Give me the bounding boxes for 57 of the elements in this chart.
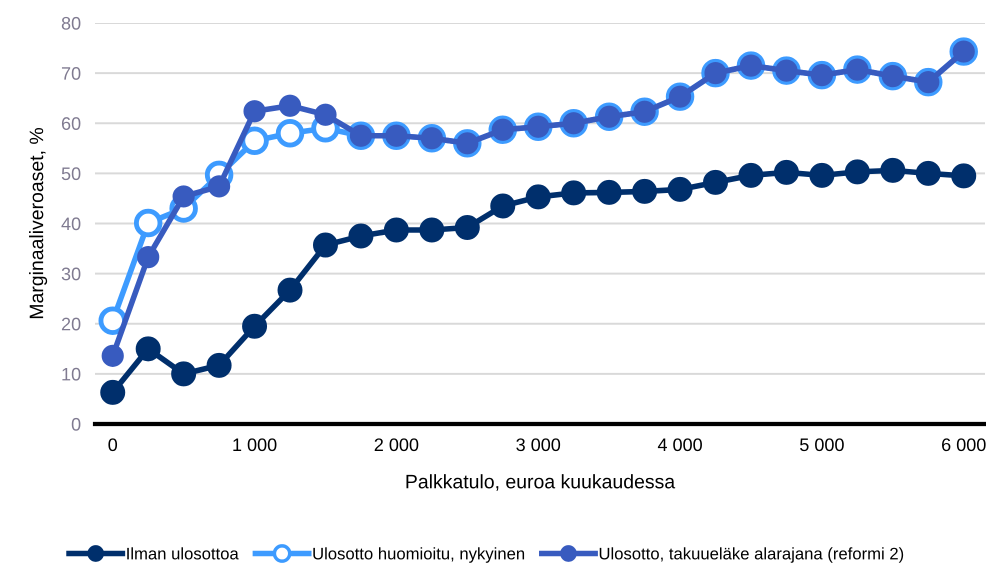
legend-label: Ulosotto, takuueläke alarajana (reformi 2)	[600, 547, 904, 563]
y-tick-label: 50	[62, 167, 80, 180]
y-tick-label: 10	[62, 368, 80, 381]
point	[880, 158, 906, 183]
point	[206, 352, 232, 378]
point	[242, 314, 268, 339]
point	[243, 100, 266, 122]
y-tick-label: 30	[62, 268, 80, 280]
point	[454, 215, 480, 240]
point	[102, 344, 124, 367]
x-tick-label: 6 000	[942, 438, 986, 452]
x-tick-label: 3 000	[516, 438, 560, 452]
point	[419, 218, 444, 243]
point	[668, 176, 693, 202]
point	[738, 162, 764, 188]
point	[348, 224, 374, 249]
x-axis-title: Palkkatulo, euroa kuukaudessa	[406, 474, 676, 491]
point	[314, 104, 337, 126]
point	[172, 185, 195, 208]
y-tick-label: 0	[72, 418, 80, 431]
x-tick-label: 4 000	[658, 438, 702, 452]
point	[632, 178, 658, 204]
x-tick-label: 0	[108, 438, 118, 452]
point	[596, 180, 622, 205]
point	[100, 380, 126, 405]
point	[561, 180, 586, 206]
point	[98, 306, 127, 335]
y-tick-label: 20	[62, 318, 80, 330]
point	[278, 278, 303, 303]
point	[136, 336, 161, 362]
point	[774, 160, 799, 185]
point	[134, 208, 162, 238]
y-tick-label: 40	[61, 217, 80, 230]
point	[844, 159, 870, 184]
y-tick-label: 60	[62, 117, 80, 130]
point	[276, 119, 304, 148]
point	[916, 160, 941, 186]
point	[809, 162, 834, 188]
point	[208, 175, 230, 198]
point	[384, 218, 409, 243]
point	[526, 184, 551, 210]
legend-label: Ulosotto huomioitu, nykyinen	[313, 547, 524, 563]
point	[240, 126, 269, 156]
point	[278, 94, 302, 117]
point	[312, 232, 338, 258]
point	[951, 163, 976, 188]
y-axis-title: Marginaaliveroaset, %	[29, 128, 48, 318]
x-tick-label: 5 000	[800, 438, 844, 452]
y-tick-label: 70	[62, 67, 80, 80]
point	[137, 246, 160, 268]
x-tick-label: 2 000	[374, 438, 418, 452]
x-tick-label: 1 000	[233, 438, 276, 452]
point	[703, 170, 728, 195]
point	[171, 361, 196, 386]
legend-label: Ilman ulosottoa	[127, 547, 239, 560]
y-tick-label: 80	[62, 16, 80, 30]
point	[490, 193, 516, 218]
